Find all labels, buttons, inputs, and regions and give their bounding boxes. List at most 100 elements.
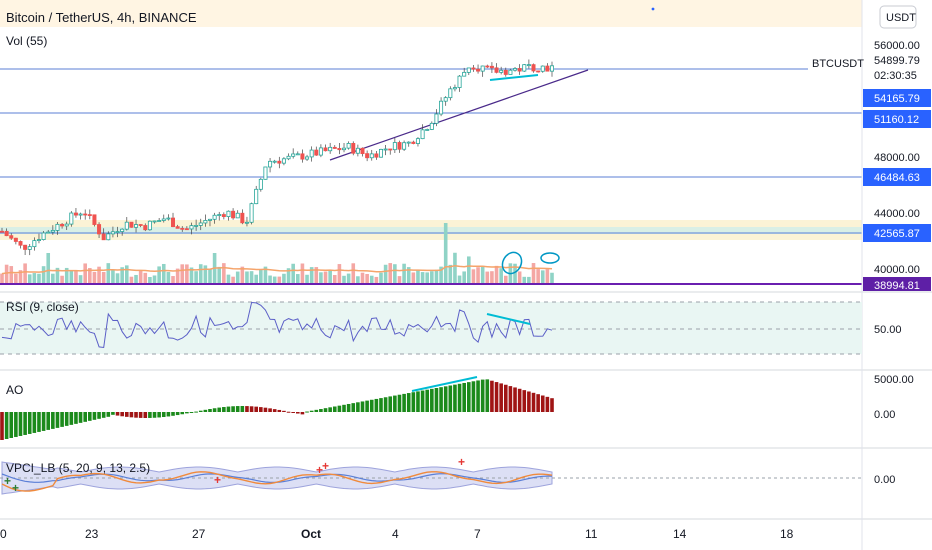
volume-bar <box>208 269 212 283</box>
ao-bar <box>545 396 550 412</box>
ao-bar <box>97 412 101 419</box>
volume-bar <box>406 267 411 283</box>
candle-body <box>536 70 541 73</box>
candle-body <box>388 148 393 151</box>
level-badge-54165 <box>863 89 931 107</box>
volume-bar <box>471 269 476 283</box>
volume-bar <box>351 263 356 283</box>
currency-button-frame[interactable] <box>879 5 917 29</box>
candle-body <box>457 75 462 88</box>
level-badge-51160 <box>863 110 931 128</box>
ao-bar <box>180 412 185 415</box>
ao-bar <box>18 412 23 436</box>
ao-bar <box>503 384 508 412</box>
volume-bar <box>268 275 272 283</box>
candle-body <box>221 214 226 218</box>
ao-bar <box>286 411 291 413</box>
ao-bar <box>240 406 245 412</box>
volume-bar <box>18 270 23 283</box>
volume-bar <box>522 276 527 283</box>
volume-bar <box>161 263 166 283</box>
candle-body <box>231 210 236 219</box>
ao-bar <box>235 406 240 412</box>
ao-bar <box>416 391 420 412</box>
ao-bar <box>161 412 166 418</box>
volume-bar <box>332 275 337 283</box>
ao-bar <box>88 412 92 421</box>
volume-bar <box>231 276 235 283</box>
volume-bar <box>342 275 346 283</box>
volume-bar <box>157 266 161 283</box>
ao-tick-5000: 5000.00 <box>874 374 914 386</box>
volume-bar <box>309 267 314 283</box>
price-tick-48000: 48000.00 <box>874 152 920 164</box>
level-badge-42565 <box>863 224 931 242</box>
ao-bar <box>222 407 226 412</box>
candle-body <box>383 148 388 151</box>
candle-body <box>212 214 217 220</box>
volume-bar <box>314 267 319 283</box>
volume-bar <box>328 269 332 283</box>
trendline <box>329 69 589 161</box>
volume-series <box>0 223 554 283</box>
annotation-volume-circle-1 <box>501 251 523 275</box>
ao-bar <box>148 412 152 418</box>
ao-bar <box>9 412 14 438</box>
cross-marker: + <box>214 473 221 487</box>
candle-body <box>337 148 342 151</box>
candle-body <box>397 142 402 150</box>
ao-bar <box>467 382 471 412</box>
volume-bar <box>194 271 198 283</box>
candle-body <box>471 67 476 70</box>
volume-bar <box>323 271 328 283</box>
ao-bar <box>157 412 161 418</box>
level-label-38994: 38994.81 <box>874 280 920 292</box>
volume-bar <box>83 263 87 283</box>
volume-bar <box>411 272 416 283</box>
volume-bar <box>259 269 263 283</box>
ao-bar <box>37 412 41 432</box>
volume-indicator-label: Vol (55) <box>6 34 47 48</box>
time-label: 0 <box>0 527 7 541</box>
candle-body <box>32 240 37 248</box>
volume-bar <box>189 267 194 283</box>
vpci-line <box>1 471 553 492</box>
candle-body <box>503 69 508 75</box>
candle-body <box>328 146 333 152</box>
candle-body <box>369 153 374 159</box>
candle-body <box>226 210 231 218</box>
ao-bar <box>198 410 203 412</box>
volume-bar <box>51 273 55 283</box>
ao-tick-0: 0.00 <box>874 409 895 421</box>
ao-bar <box>337 405 342 412</box>
candle-body <box>360 147 365 155</box>
time-label: 11 <box>585 527 598 541</box>
volume-bar <box>360 272 365 283</box>
volume-bar <box>166 271 171 283</box>
currency-button[interactable]: USDT <box>886 12 916 24</box>
candle-body <box>254 188 259 205</box>
candle-body <box>305 156 310 160</box>
volume-bar <box>457 275 462 283</box>
candle-body <box>476 68 481 72</box>
ao-bar <box>383 397 388 412</box>
candle-body <box>129 221 134 228</box>
candle-body <box>365 153 370 159</box>
volume-bar <box>175 268 180 283</box>
ao-bar <box>194 411 198 413</box>
volume-bar <box>443 223 448 283</box>
ao-bar <box>129 412 134 418</box>
volume-bar <box>439 266 443 283</box>
candle-body <box>332 146 337 149</box>
candle-body <box>513 68 518 71</box>
candle-body <box>286 155 291 160</box>
candle-body <box>166 217 171 220</box>
volume-bar <box>60 275 64 283</box>
volume-bar <box>148 276 152 283</box>
volume-bar <box>513 263 517 283</box>
cross-marker: + <box>4 474 11 488</box>
candle-body <box>134 224 139 228</box>
candle-body <box>300 153 305 160</box>
volume-bar <box>300 263 305 283</box>
ao-bar <box>411 392 416 412</box>
